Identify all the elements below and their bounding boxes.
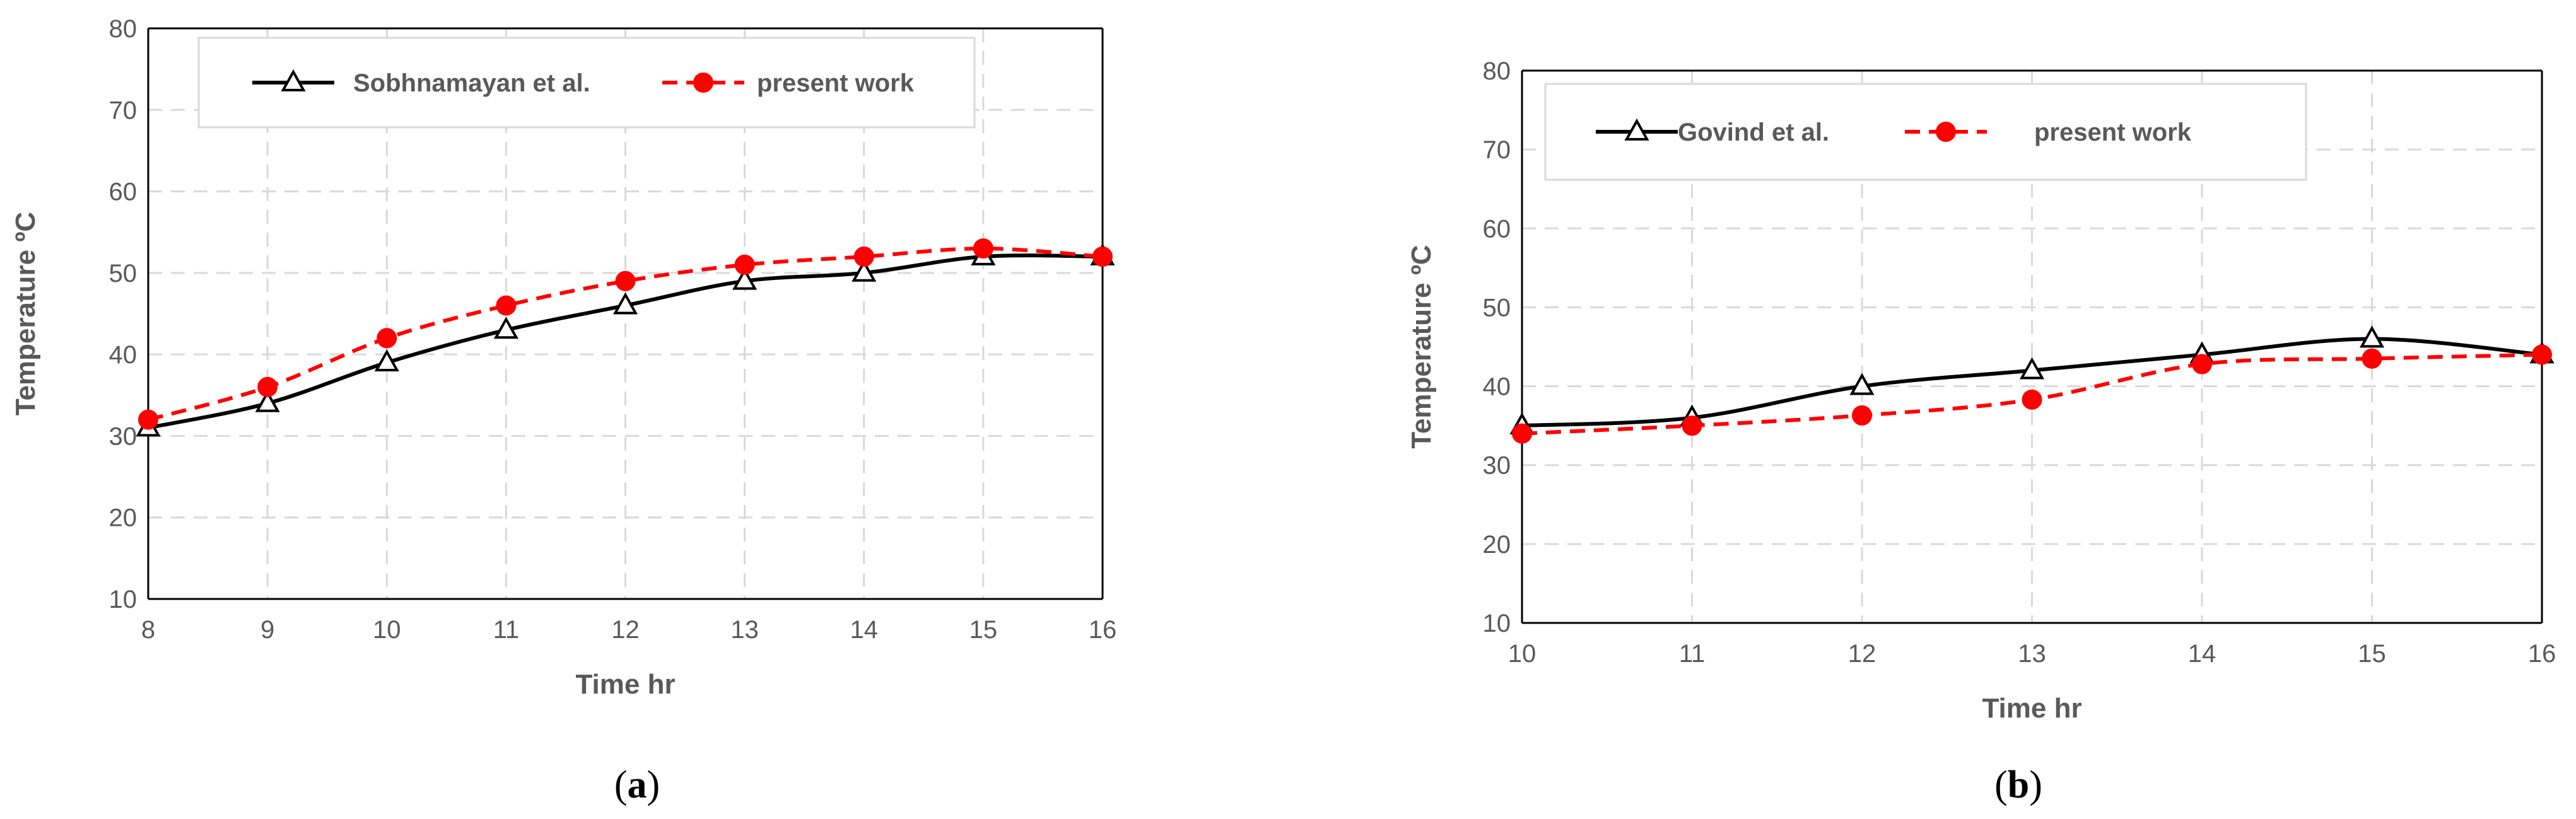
x-tick-label: 16 [1089,616,1117,644]
x-tick-label: 10 [1508,640,1537,668]
x-tick-label: 13 [730,616,759,644]
y-tick-label: 30 [1483,452,1511,480]
y-tick-label: 40 [1483,373,1511,401]
legend-label-2: present work [757,69,915,97]
y-tick-label: 20 [109,504,138,532]
y-tick-label: 50 [109,260,138,288]
panel-letter: a [628,764,647,806]
y-tick-label: 50 [1483,294,1511,322]
legend-marker-2 [1936,122,1956,142]
series-2-point [257,376,278,397]
x-tick-label: 11 [1679,640,1706,668]
x-tick-label: 15 [969,616,998,644]
y-axis-title: Temperature ºC [1406,245,1437,448]
series-2-point [1682,415,1702,436]
series-2-point [734,254,755,275]
legend-marker-1 [1624,118,1649,141]
series-2-point [496,295,517,316]
series-2-point [2022,389,2042,410]
series-1-point [493,317,518,339]
x-tick-label: 15 [2358,640,2386,668]
panel-label: (b) [1994,764,2042,806]
y-tick-label: 80 [1483,57,1511,85]
y-tick-label: 10 [109,586,138,613]
series-1-point [732,267,758,290]
x-axis-title: Time hr [1982,693,2081,724]
y-tick-label: 80 [109,15,138,43]
legend-marker-1 [281,69,306,91]
x-tick-label: 12 [1848,640,1876,668]
series-2-point [1512,423,1532,444]
y-tick-label: 70 [1483,136,1511,164]
chart-panel-a: 10 20 30 40 50 60 70 80 8 9 10 11 12 13 14 15 16 Time hr T… [10,15,1116,806]
series-2-point [615,270,636,291]
x-tick-label: 13 [2018,640,2046,668]
x-tick-label: 9 [261,616,274,644]
legend-marker-2 [693,73,713,93]
x-tick-label: 8 [141,616,155,644]
series-2-point [2192,354,2212,375]
series-1-point [1849,373,1875,395]
y-axis-title: Temperature ºC [10,212,41,415]
panel-letter: b [2008,764,2029,806]
series-2-point [2532,344,2552,365]
y-tick-label: 20 [1483,531,1511,559]
x-tick-label: 14 [850,616,879,644]
y-tick-label: 10 [1483,610,1511,637]
series-2-point [138,409,158,430]
legend-label-1: Sobhnamayan et al. [353,69,590,97]
series-1-point [2359,325,2385,348]
legend-label-2: present work [2034,119,2192,146]
series-2-point [1852,405,1872,426]
y-tick-label: 40 [109,341,138,369]
series-1-point [374,349,399,371]
x-tick-label: 10 [373,616,401,644]
y-tick-label: 30 [109,422,138,450]
y-tick-label: 60 [109,178,138,206]
series-1-point [2019,357,2045,380]
series-2-point [2362,348,2382,369]
x-tick-label: 14 [2188,640,2216,668]
x-axis-title: Time hr [575,669,675,700]
y-tick-label: 60 [1483,215,1511,243]
legend-label-1: Govind et al. [1678,119,1829,146]
x-tick-label: 12 [611,616,640,644]
x-tick-label: 11 [493,616,520,644]
series-2-point [1092,247,1113,267]
chart-panel-b: 10 20 30 40 50 60 70 80 10 11 12 13 14 15 16 Time hr Tem… [1406,57,2556,806]
x-tick-label: 16 [2528,640,2556,668]
series-1-point [612,292,638,315]
series-2-point [853,247,874,267]
series-2-point [973,238,993,259]
y-tick-label: 70 [109,96,138,124]
series-2-point [377,328,397,349]
series-1-point [255,390,280,412]
panel-label: (a) [614,764,660,806]
series-1-point [852,259,877,282]
